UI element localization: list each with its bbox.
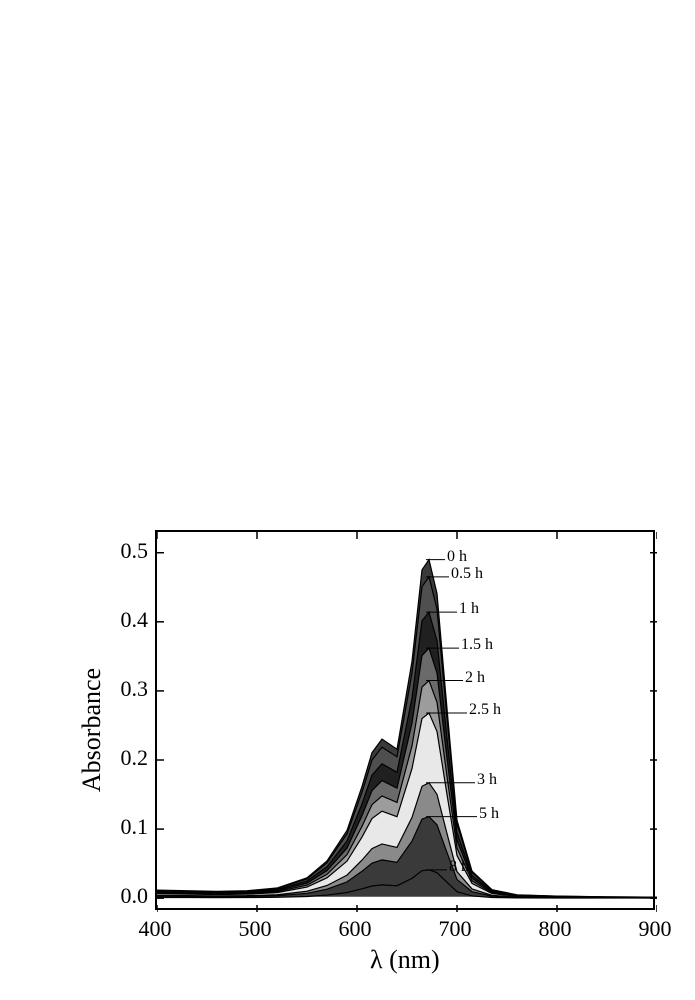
chart-b-xlabel: λ (nm) — [370, 945, 440, 975]
chart-b-series-label: 2.5 h — [469, 701, 501, 719]
chart-b-series-label: 0 h — [447, 548, 467, 566]
chart-b-ytick-label: 0.4 — [100, 607, 148, 633]
chart-b-series-label: 1 h — [459, 600, 479, 618]
chart-b: Absorbance λ (nm) 4005006007008009000.00… — [0, 0, 695, 1000]
chart-b-ytick-label: 0.3 — [100, 676, 148, 702]
chart-b-series-label: 8 h — [449, 858, 469, 876]
chart-b-series-label: 1.5 h — [461, 636, 493, 654]
chart-b-xtick-label: 600 — [330, 916, 380, 942]
chart-b-ytick-label: 0.5 — [100, 538, 148, 564]
chart-b-series-label: 3 h — [477, 771, 497, 789]
chart-b-ytick-label: 0.1 — [100, 814, 148, 840]
chart-b-series-label: 0.5 h — [451, 565, 483, 583]
chart-b-xtick-label: 900 — [630, 916, 680, 942]
chart-b-svg — [157, 532, 657, 912]
chart-b-ytick-label: 0.0 — [100, 883, 148, 909]
chart-b-xtick-label: 800 — [530, 916, 580, 942]
chart-b-series-label: 5 h — [479, 805, 499, 823]
chart-b-xtick-label: 500 — [230, 916, 280, 942]
chart-b-plot-area — [155, 530, 655, 910]
chart-b-series-label: 2 h — [465, 669, 485, 687]
chart-b-xtick-label: 700 — [430, 916, 480, 942]
chart-b-xtick-label: 400 — [130, 916, 180, 942]
chart-b-ytick-label: 0.2 — [100, 745, 148, 771]
